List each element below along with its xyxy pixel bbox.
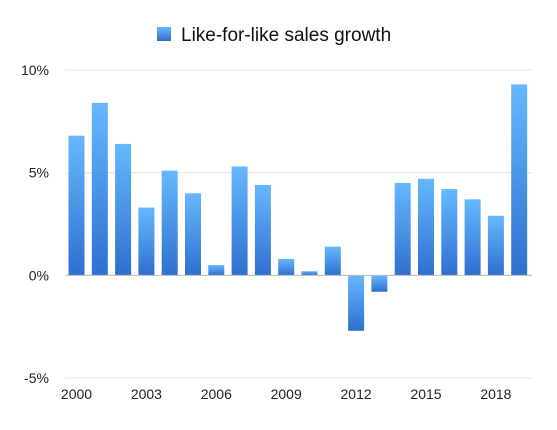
bar-2003 — [138, 207, 155, 276]
y-tick-label: 0% — [29, 267, 49, 283]
bar-2017 — [464, 199, 481, 276]
bar-2010 — [301, 271, 318, 276]
bar-2012 — [348, 275, 365, 331]
bar-2016 — [441, 189, 458, 276]
bar-2019 — [511, 84, 528, 276]
bar-2002 — [115, 143, 132, 276]
bar-2018 — [487, 215, 504, 276]
bar-2000 — [68, 135, 85, 276]
bar-2001 — [91, 102, 108, 276]
y-tick-label: 5% — [29, 165, 49, 181]
x-tick-label: 2018 — [480, 386, 511, 402]
bar-2013 — [371, 275, 388, 292]
bar-2006 — [208, 265, 225, 276]
legend-label: Like-for-like sales growth — [181, 25, 391, 46]
bar-2004 — [161, 170, 178, 276]
x-tick-label: 2015 — [410, 386, 441, 402]
bar-2007 — [231, 166, 248, 276]
x-tick-label: 2000 — [61, 386, 92, 402]
bar-2011 — [324, 246, 341, 276]
bar-2015 — [418, 178, 434, 276]
x-tick-label: 2012 — [341, 386, 372, 402]
y-tick-label: -5% — [24, 370, 49, 386]
bar-2014 — [394, 182, 411, 276]
legend-swatch — [157, 27, 171, 41]
x-tick-label: 2003 — [131, 386, 162, 402]
x-tick-label: 2006 — [201, 386, 232, 402]
y-axis-ticks: 10% 5% 0% -5% — [21, 62, 49, 386]
x-axis-ticks: 2000 2003 2006 2009 2012 2015 2018 — [61, 386, 512, 402]
gridlines — [65, 69, 532, 379]
bar-2008 — [254, 184, 271, 276]
chart-legend: Like-for-like sales growth — [157, 25, 391, 46]
bars — [68, 84, 528, 331]
bar-2009 — [278, 258, 295, 276]
bar-2005 — [185, 193, 201, 276]
y-tick-label: 10% — [21, 62, 49, 78]
x-tick-label: 2009 — [271, 386, 302, 402]
